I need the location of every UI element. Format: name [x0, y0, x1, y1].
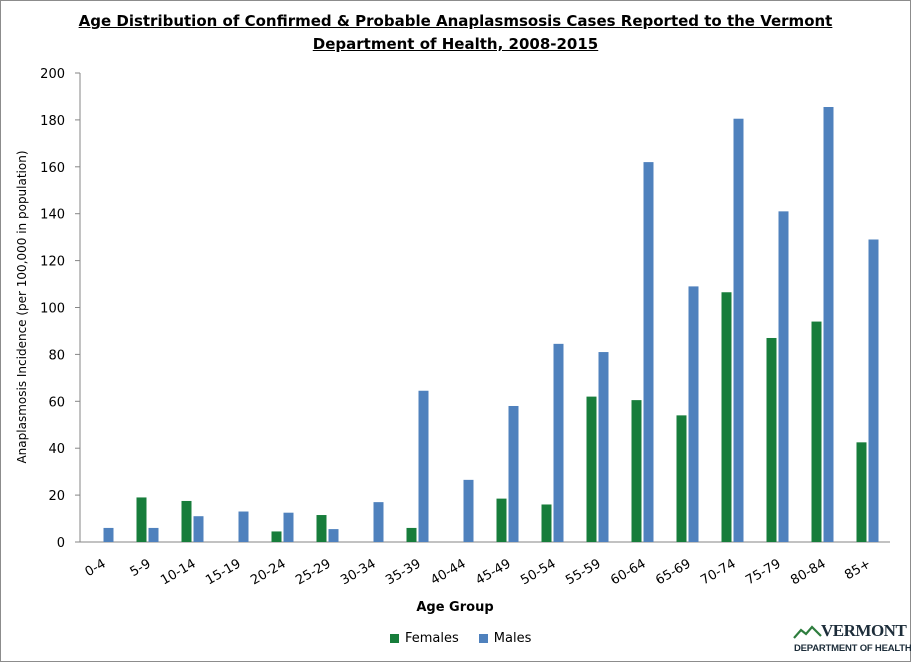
x-tick-label: 10-14: [158, 556, 198, 588]
legend-item-males: Males: [478, 631, 532, 646]
bar-females-10-14: [181, 500, 192, 542]
y-tick-label: 140: [40, 208, 65, 223]
bar-females-85+: [856, 442, 867, 542]
x-tick-label: 5-9: [128, 556, 154, 580]
y-tick-label: 60: [48, 395, 65, 410]
x-tick-label: 70-74: [698, 556, 738, 588]
chart-title-line2: Department of Health, 2008-2015: [312, 35, 599, 53]
x-tick-label: 15-19: [203, 556, 243, 588]
logo-vermont-text: VERMONT: [821, 621, 907, 640]
bar-females-65-69: [676, 415, 687, 542]
x-tick-label: 85+: [842, 556, 873, 583]
y-tick-label: 20: [48, 489, 65, 504]
y-tick-label: 0: [57, 536, 65, 551]
x-tick-label: 45-49: [473, 556, 513, 588]
bar-females-60-64: [631, 400, 642, 542]
bar-males-55-59: [598, 352, 609, 542]
bar-males-45-49: [508, 405, 519, 542]
bar-males-40-44: [463, 479, 474, 542]
legend-item-females: Females: [390, 631, 459, 646]
bar-females-70-74: [721, 292, 732, 542]
y-tick-label: 40: [48, 442, 65, 457]
bar-females-35-39: [406, 527, 417, 542]
bar-males-5-9: [148, 527, 159, 542]
x-tick-label: 25-29: [293, 556, 333, 588]
bar-males-75-79: [778, 211, 789, 543]
x-tick-label: 40-44: [428, 556, 468, 588]
y-tick-label: 100: [40, 302, 65, 317]
legend-swatch-females: [390, 634, 399, 643]
legend-label-males: Males: [493, 631, 532, 646]
vermont-health-logo: VERMONT DEPARTMENT OF HEALTH: [793, 621, 911, 657]
y-tick-label: 200: [40, 67, 65, 82]
x-tick-label: 55-59: [563, 556, 603, 588]
bar-females-45-49: [496, 498, 507, 542]
bar-males-25-29: [328, 529, 339, 542]
bar-males-0-4: [103, 527, 114, 542]
y-tick-label: 160: [40, 161, 65, 176]
bar-females-55-59: [586, 396, 597, 542]
mountain-icon: [793, 625, 822, 639]
bar-males-70-74: [733, 118, 744, 542]
x-tick-label: 65-69: [653, 556, 693, 588]
x-tick-label: 0-4: [83, 556, 109, 580]
legend-label-females: Females: [405, 631, 459, 646]
x-tick-label: 60-64: [608, 556, 648, 588]
bar-females-50-54: [541, 504, 552, 542]
x-tick-label: 30-34: [338, 556, 378, 588]
bar-males-65-69: [688, 286, 699, 542]
legend: Females Males: [390, 631, 551, 646]
x-tick-label: 80-84: [788, 556, 828, 588]
x-tick-label: 50-54: [518, 556, 558, 588]
x-axis-label: Age Group: [416, 600, 494, 615]
bar-males-60-64: [643, 162, 654, 543]
x-tick-label: 20-24: [248, 556, 288, 588]
bar-males-80-84: [823, 107, 834, 542]
y-tick-label: 80: [48, 348, 65, 363]
bar-males-10-14: [193, 516, 204, 542]
bar-females-75-79: [766, 337, 777, 542]
x-tick-label: 75-79: [743, 556, 783, 588]
y-tick-label: 120: [40, 255, 65, 270]
bar-females-5-9: [136, 497, 147, 542]
bar-males-35-39: [418, 390, 429, 542]
chart-title: Age Distribution of Confirmed & Probable…: [78, 12, 833, 30]
bar-males-15-19: [238, 511, 249, 542]
y-tick-label: 180: [40, 114, 65, 129]
x-tick-label: 35-39: [383, 556, 423, 588]
bar-males-50-54: [553, 343, 564, 542]
bar-males-85+: [868, 239, 879, 542]
logo-department-text: DEPARTMENT OF HEALTH: [794, 643, 911, 654]
bar-males-20-24: [283, 512, 294, 542]
bar-females-25-29: [316, 515, 327, 542]
bar-females-80-84: [811, 321, 822, 542]
legend-swatch-males: [478, 634, 488, 643]
bar-females-20-24: [271, 531, 282, 542]
bar-males-30-34: [373, 502, 384, 542]
